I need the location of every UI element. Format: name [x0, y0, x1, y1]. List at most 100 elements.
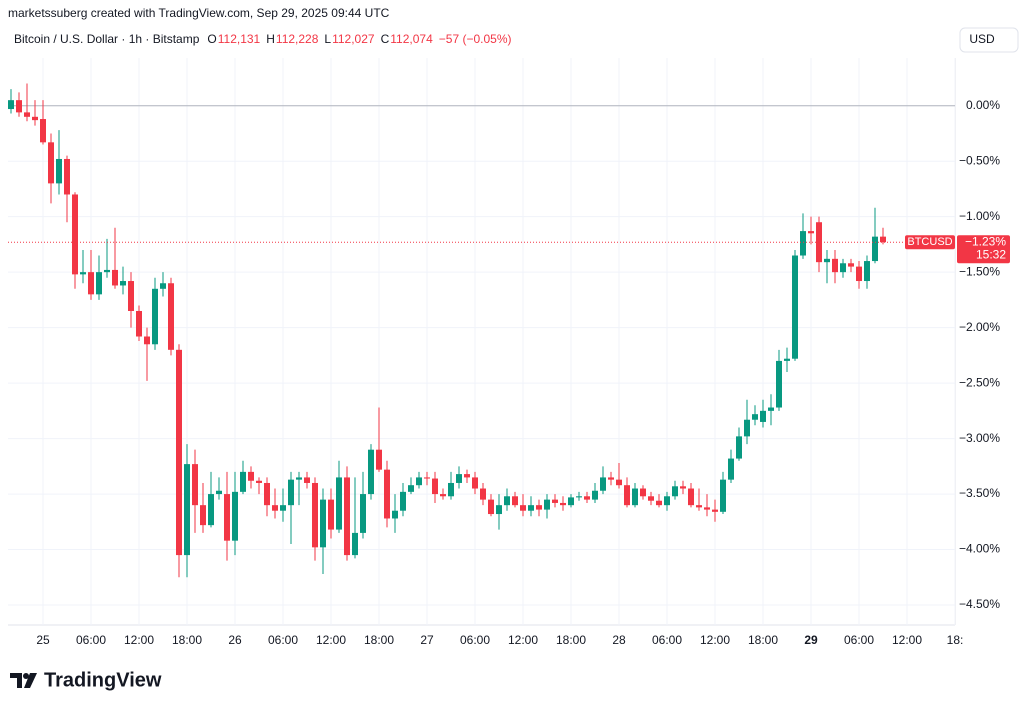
candle-body [184, 464, 190, 556]
candle-body [808, 231, 814, 234]
x-tick-label: 12:00 [316, 633, 346, 647]
x-tick-label: 06:00 [76, 633, 106, 647]
candle-body [328, 499, 334, 530]
candle-body [840, 263, 846, 273]
candle-body [24, 112, 30, 117]
candle-body [8, 100, 14, 110]
candle-body [520, 505, 526, 511]
currency-button[interactable] [959, 27, 1019, 53]
candle-body [584, 496, 590, 500]
candle-body [264, 482, 270, 506]
candle-body [240, 471, 246, 492]
candle-body [384, 469, 390, 519]
currency[interactable]: USD [969, 32, 995, 46]
candle-body [120, 281, 126, 286]
candle-body [424, 477, 430, 479]
candle-body [152, 288, 158, 345]
candle-body [344, 477, 350, 556]
candle-body [232, 491, 238, 541]
candle-body [408, 485, 414, 492]
candle-body [800, 231, 806, 256]
candle-body [400, 491, 406, 511]
candle-body [456, 474, 462, 483]
countdown: 15:32 [976, 247, 1006, 261]
candle-body [192, 464, 198, 506]
ohlc-value: 112,131 [218, 32, 261, 46]
candle-body [496, 505, 502, 515]
candle-body [168, 283, 174, 350]
candle-body [504, 496, 510, 506]
y-tick-label: −0.50% [959, 153, 1000, 167]
x-tick-label: 12:00 [508, 633, 538, 647]
candle-body [832, 258, 838, 273]
candle-body [592, 490, 598, 500]
y-tick-label: −1.50% [959, 264, 1000, 278]
candle-body [448, 482, 454, 497]
candle-body [16, 100, 22, 113]
candle-body [752, 414, 758, 420]
y-tick-label: −4.00% [959, 542, 1000, 556]
candle-body [256, 480, 262, 483]
x-tick-label: 06:00 [268, 633, 298, 647]
ohlc-group: O 112,131 H 112,228 L 112,027 C 112,074 −57 (−0.… [207, 32, 511, 46]
y-tick-label: −2.50% [959, 375, 1000, 389]
candle-body [352, 532, 358, 556]
x-tick-label: 28 [612, 633, 626, 647]
candle-body [720, 479, 726, 512]
candle-body [848, 263, 854, 267]
candle-body [608, 477, 614, 480]
candle-body [568, 497, 574, 506]
candle-body [224, 494, 230, 541]
x-tick-label: 06:00 [844, 633, 874, 647]
series-name: BTCUSD [907, 236, 952, 248]
candle-body [712, 509, 718, 512]
candle-body [680, 486, 686, 489]
candle-body [112, 269, 118, 286]
candle-body [872, 236, 878, 262]
x-tick-label: 18:00 [748, 633, 778, 647]
candle-body [856, 266, 862, 282]
candle-body [208, 494, 214, 526]
candle-body [136, 310, 142, 337]
candle-body [560, 502, 566, 506]
candle-body [768, 407, 774, 411]
candle-body [72, 194, 78, 275]
candle-body [672, 486, 678, 497]
candle-body [80, 272, 86, 275]
ohlc-value: 112,074 [390, 32, 433, 46]
x-tick-label: 12:00 [700, 633, 730, 647]
logo-text: TradingView [44, 669, 162, 691]
candle-body [216, 490, 222, 495]
candle-body [88, 272, 94, 295]
logo [10, 673, 37, 688]
y-tick-label: −3.00% [959, 431, 1000, 445]
ohlc-value: 112,228 [276, 32, 319, 46]
candle-body [56, 158, 62, 184]
candle-body [104, 269, 110, 273]
candle-body [744, 419, 750, 437]
candle-body [304, 477, 310, 483]
candle-body [632, 488, 638, 506]
candle-body [320, 499, 326, 548]
change: −57 (−0.05%) [439, 32, 512, 46]
x-tick-label: 12:00 [892, 633, 922, 647]
plot [8, 58, 955, 625]
x-tick-label: 18:00 [172, 633, 202, 647]
y-tick-label: −4.50% [959, 597, 1000, 611]
y-tick-label: −2.00% [959, 320, 1000, 334]
ohlc-key: L [324, 32, 331, 46]
candle-body [688, 488, 694, 506]
last-price-tag [957, 235, 1010, 264]
candle-body [696, 505, 702, 508]
ohlc-key: C [381, 32, 390, 46]
candle-body [200, 505, 206, 526]
candle-body [656, 500, 662, 506]
x-tick-label: 29 [804, 633, 818, 647]
candle-body [248, 471, 254, 481]
candle-body [704, 507, 710, 510]
candle-body [488, 499, 494, 515]
ohlc-key: H [266, 32, 275, 46]
header: marketssuberg created with TradingView.c… [8, 6, 390, 20]
x-tick-label: 27 [420, 633, 434, 647]
candle-body [576, 496, 582, 498]
